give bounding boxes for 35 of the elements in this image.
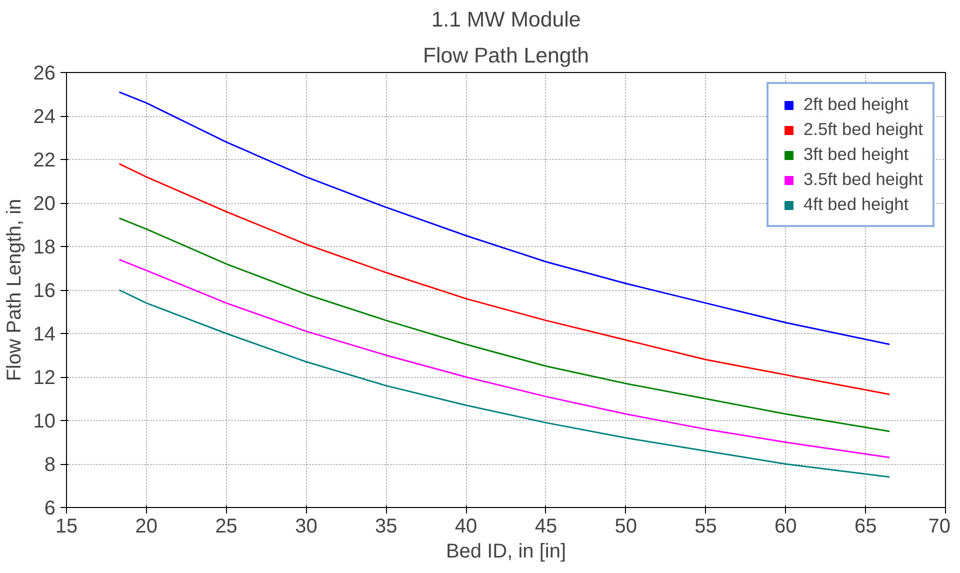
line-series [118, 258, 890, 458]
y-tick-label: 26 [33, 62, 56, 84]
y-tick-label: 8 [44, 454, 56, 476]
line-series [118, 289, 890, 478]
legend-label: 4ft bed height [804, 194, 909, 215]
x-tick-label: 40 [454, 516, 478, 538]
line-series [118, 217, 890, 432]
x-tick-label: 60 [774, 516, 797, 538]
y-tick-label: 16 [33, 280, 56, 302]
legend-label: 2.5ft bed height [804, 119, 923, 140]
x-tick-label: 70 [928, 516, 951, 538]
x-tick-label: 50 [614, 516, 637, 538]
y-tick-label: 18 [33, 236, 56, 258]
x-tick-label: 30 [295, 516, 318, 538]
x-tick-label: 45 [534, 516, 558, 538]
x-tick-label: 20 [135, 516, 158, 538]
y-axis-title: Flow Path Length, in [3, 198, 26, 382]
legend-label: 3.5ft bed height [804, 169, 923, 190]
chart-title: 1.1 MW Module [431, 8, 581, 32]
x-tick-label: 35 [375, 516, 398, 538]
y-tick-label: 14 [33, 324, 56, 346]
x-tick-label: 25 [215, 516, 238, 538]
x-tick-label: 15 [55, 516, 78, 538]
chart-subtitle: Flow Path Length [423, 44, 590, 68]
y-tick-label: 10 [33, 410, 56, 432]
y-tick-label: 12 [33, 367, 56, 389]
legend-label: 3ft bed height [804, 144, 909, 165]
x-tick-label: 65 [854, 516, 877, 538]
y-tick-label: 24 [33, 106, 56, 128]
y-tick-label: 6 [44, 498, 56, 520]
y-tick-label: 22 [33, 150, 56, 172]
x-tick-label: 55 [694, 516, 717, 538]
legend-label: 2ft bed height [804, 94, 909, 115]
x-axis-title: Bed ID, in [in] [446, 540, 566, 562]
y-tick-label: 20 [33, 193, 56, 215]
